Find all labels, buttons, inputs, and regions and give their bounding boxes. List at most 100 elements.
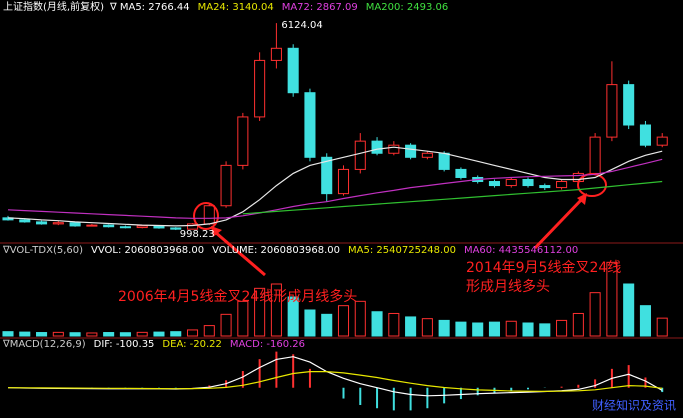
volume-bar: [388, 312, 400, 337]
legend-label: ∇MACD(12,26,9): [2, 339, 86, 350]
high-label: 6124.04: [281, 20, 322, 31]
candle-body: [203, 205, 215, 225]
candle-body: [321, 156, 333, 195]
volume-bar: [153, 331, 165, 337]
volume-bar: [136, 331, 148, 337]
candle-body: [488, 181, 501, 187]
volume-bar: [304, 309, 316, 337]
volume-bar: [639, 305, 651, 337]
candle-body: [220, 164, 232, 207]
candle-body: [136, 225, 148, 229]
legend-label: MACD: -160.26: [230, 339, 305, 350]
legend-label: VOLUME: 2060803968.00: [212, 245, 340, 256]
volume-bar: [287, 296, 299, 337]
annotation: 2006年4月5线金叉24线形成月线多头: [118, 288, 357, 305]
candle-body: [623, 84, 635, 126]
volume-bar: [186, 329, 199, 337]
candle-body: [153, 225, 165, 229]
line: [7, 158, 663, 219]
annotation: 形成月线多头: [466, 278, 550, 295]
volume-bar: [623, 283, 635, 337]
highlight-circle: [193, 202, 219, 230]
legend-label: ∇VOL-TDX(5,60): [2, 245, 83, 256]
candle-body: [103, 224, 115, 228]
candle-body: [354, 140, 366, 170]
arrow-head: [211, 226, 222, 237]
legend-label: MA5: 2540725248.00: [348, 245, 456, 256]
volume-bar: [237, 300, 249, 337]
volume-bar: [254, 287, 266, 337]
legend-label: ∇ MA5: 2766.44: [109, 2, 190, 13]
volume-bar: [572, 312, 584, 337]
volume-bar: [556, 319, 568, 337]
volume-bar: [19, 331, 31, 337]
candle-body: [556, 181, 568, 189]
candle-body: [254, 59, 266, 118]
candle-body: [270, 47, 282, 61]
legend-label: MA72: 2867.09: [282, 2, 358, 13]
candle-body: [19, 219, 31, 223]
arrow: [533, 196, 585, 250]
volume-bar: [103, 332, 115, 337]
volume-bar: [69, 332, 81, 337]
candle-body: [237, 116, 249, 166]
candle-body: [337, 168, 350, 195]
watermark: 财经知识及资讯: [592, 399, 676, 413]
candle-body: [287, 47, 299, 94]
candle-body: [405, 144, 417, 158]
volume-bar: [505, 320, 517, 337]
volume-bar: [354, 300, 366, 337]
legend-label: MA24: 3140.04: [198, 2, 274, 13]
candle-body: [639, 124, 651, 146]
volume-bar: [589, 292, 601, 337]
volume-bar: [438, 319, 450, 337]
legend-label: MA200: 2493.06: [366, 2, 448, 13]
candle-body: [69, 222, 81, 227]
volume-bar: [2, 331, 14, 337]
candle-body: [170, 227, 182, 230]
line: [7, 146, 663, 227]
low-label: 998.23: [180, 229, 215, 240]
candle-body: [36, 221, 48, 225]
candle-body: [52, 222, 64, 225]
line: [242, 180, 663, 215]
volume-bar: [321, 313, 333, 337]
candle-body: [606, 84, 618, 138]
arrow: [214, 230, 266, 277]
volume-bar: [203, 325, 215, 337]
volume-bar: [522, 322, 534, 337]
candle-body: [455, 168, 467, 178]
volume-bar: [606, 261, 618, 337]
volume-bar: [36, 332, 48, 337]
candle-body: [371, 140, 383, 154]
legend-label: VVOL: 2060803968.00: [91, 245, 204, 256]
volume-bar: [52, 331, 64, 337]
volume-bar: [86, 332, 98, 337]
volume-bar: [455, 321, 467, 337]
volume-bar: [472, 322, 484, 337]
candle-body: [304, 92, 316, 158]
line: [7, 371, 663, 393]
chart-title: 上证指数(月线,前复权): [3, 0, 104, 13]
volume-bar: [119, 332, 131, 337]
candle-body: [589, 136, 601, 174]
candle-body: [388, 144, 400, 154]
candle-body: [2, 217, 14, 221]
volume-bar: [337, 305, 350, 337]
volume-bar: [220, 313, 232, 337]
candle-body: [86, 224, 98, 227]
legend-label: MA60: 4435546112.00: [464, 245, 578, 256]
candle-body: [421, 152, 433, 158]
candle-body: [119, 226, 131, 229]
volume-bar: [488, 321, 501, 337]
annotation: 2014年9月5线金叉24线: [466, 260, 621, 276]
volume-bar: [421, 318, 433, 337]
arrow-head: [577, 193, 587, 205]
candle-body: [539, 185, 551, 189]
volume-bar: [656, 317, 668, 337]
volume-bar: [405, 316, 417, 337]
legend-label: DIF: -100.35: [94, 339, 155, 350]
volume-bar: [539, 323, 551, 337]
